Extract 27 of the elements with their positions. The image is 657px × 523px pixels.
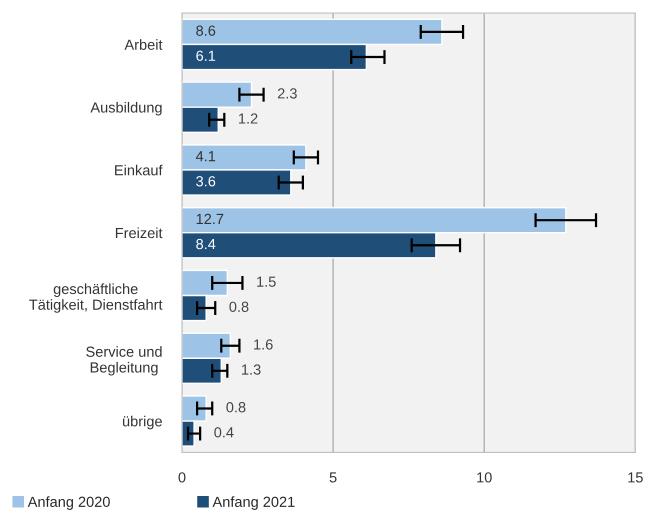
data-label: 4.1 — [196, 151, 216, 162]
legend-label: Anfang 2021 — [212, 496, 295, 510]
data-label: 0.8 — [229, 302, 248, 312]
y-tick-label: Einkauf — [115, 164, 163, 176]
data-label: 3.6 — [196, 176, 216, 186]
data-label: 8.6 — [196, 25, 216, 36]
y-tick-label: Arbeit — [124, 39, 162, 50]
y-tick-label: übrige — [122, 416, 162, 430]
data-label: 1.6 — [254, 339, 273, 350]
data-label: 0.4 — [214, 427, 234, 438]
x-tick-label: 5 — [330, 472, 337, 483]
data-label: 1.3 — [242, 364, 261, 375]
data-label: 2.3 — [278, 88, 297, 99]
data-label: 8.4 — [196, 238, 216, 250]
data-label: 1.5 — [257, 276, 276, 287]
y-tick-label: Freizeit — [116, 227, 162, 238]
y-tick-label: Service und Begleitung — [86, 346, 162, 376]
x-tick-label: 15 — [628, 472, 643, 483]
data-label: 6.1 — [196, 50, 216, 61]
data-label: 1.2 — [239, 113, 258, 124]
x-tick-label: 0 — [178, 472, 186, 483]
legend-label: Anfang 2020 — [28, 496, 110, 510]
y-tick-label: Ausbildung — [90, 102, 162, 116]
data-label: 12.7 — [196, 214, 224, 224]
x-tick-label: 10 — [477, 472, 492, 483]
data-label: 0.8 — [226, 402, 246, 412]
y-tick-label: geschäftliche Tätigkeit, Dienstfahrt — [29, 283, 162, 313]
